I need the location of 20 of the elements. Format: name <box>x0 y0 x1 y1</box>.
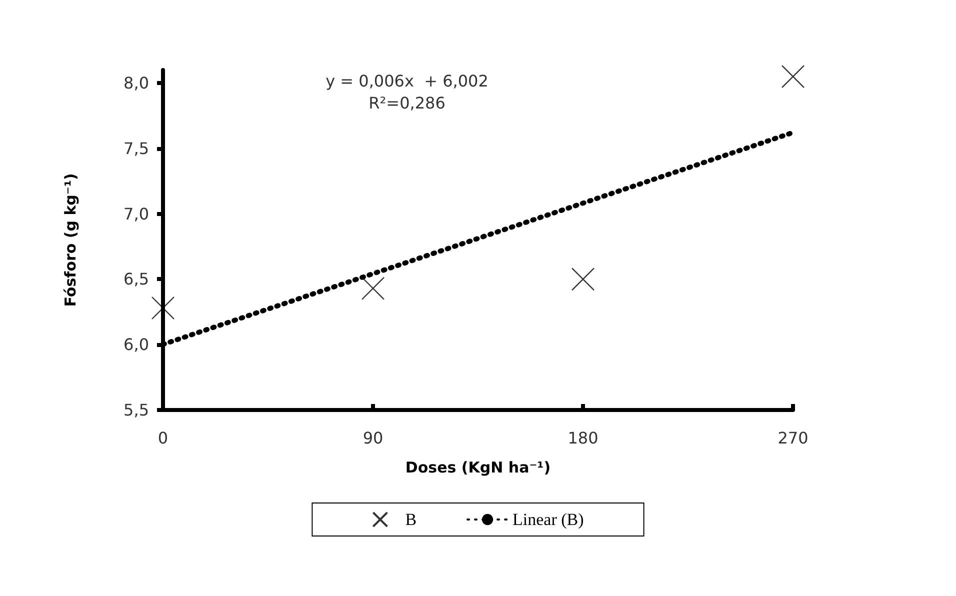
point <box>571 268 595 291</box>
point <box>361 276 385 300</box>
x-axis-title: Doses (KgN ha⁻¹) <box>405 458 551 476</box>
annotation: R²=0,286 <box>368 94 446 112</box>
x-tick-label: 270 <box>778 428 808 448</box>
y-tick-label: 8,0 <box>124 74 149 93</box>
x-tick-label: 180 <box>568 428 598 448</box>
y-tick-label: 7,5 <box>124 138 149 158</box>
annotation: y = 0,006x + 6,002 <box>326 72 488 90</box>
y-axis-title: Fósforo (g kg⁻¹) <box>62 173 80 307</box>
x-tick-label: 0 <box>158 428 168 448</box>
legend-label: B <box>405 510 417 529</box>
y-tick-label: 5,5 <box>124 400 149 420</box>
y-tick-label: 7,0 <box>124 204 149 224</box>
x-tick-label: 90 <box>362 428 384 448</box>
y-tick-label: 6,0 <box>124 335 149 354</box>
y-tick-label: 6,5 <box>124 270 149 289</box>
legend-label: Linear (B) <box>512 510 584 529</box>
point <box>781 64 805 88</box>
point <box>151 296 175 320</box>
